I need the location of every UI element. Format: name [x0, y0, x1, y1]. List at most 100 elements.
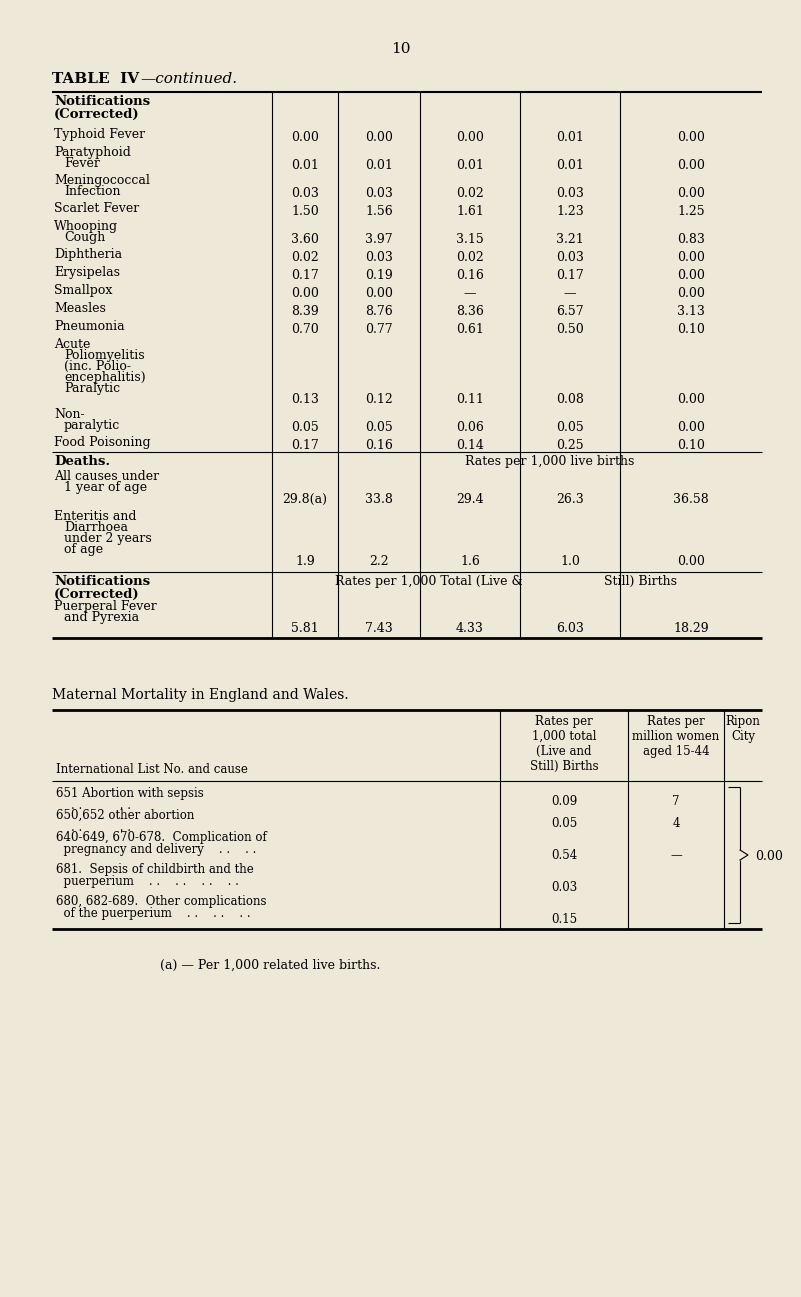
- Text: 1.56: 1.56: [365, 205, 392, 218]
- Text: Pneumonia: Pneumonia: [54, 320, 125, 333]
- Text: 0.10: 0.10: [677, 323, 705, 336]
- Text: Typhoid Fever: Typhoid Fever: [54, 128, 145, 141]
- Text: 36.58: 36.58: [673, 493, 709, 506]
- Text: 0.50: 0.50: [556, 323, 584, 336]
- Text: 0.10: 0.10: [677, 438, 705, 451]
- Text: . .          . .: . . . .: [56, 821, 131, 834]
- Text: Rates per
million women
aged 15-44: Rates per million women aged 15-44: [632, 715, 719, 757]
- Text: 0.03: 0.03: [556, 252, 584, 265]
- Text: Poliomyelitis: Poliomyelitis: [64, 349, 145, 362]
- Text: (Corrected): (Corrected): [54, 108, 139, 121]
- Text: 0.00: 0.00: [365, 131, 393, 144]
- Text: 29.8(a): 29.8(a): [283, 493, 328, 506]
- Text: 4.33: 4.33: [456, 623, 484, 636]
- Text: Meningococcal: Meningococcal: [54, 174, 150, 187]
- Text: 0.16: 0.16: [365, 438, 393, 451]
- Text: 0.14: 0.14: [456, 438, 484, 451]
- Text: 0.02: 0.02: [456, 187, 484, 200]
- Text: . .          . .: . . . .: [56, 799, 131, 812]
- Text: Acute: Acute: [54, 339, 91, 351]
- Text: 680, 682-689.  Other complications: 680, 682-689. Other complications: [56, 895, 267, 908]
- Text: of the puerperium    . .    . .    . .: of the puerperium . . . . . .: [56, 907, 251, 920]
- Text: Food Poisoning: Food Poisoning: [54, 436, 151, 449]
- Text: 0.54: 0.54: [551, 850, 578, 863]
- Text: 0.05: 0.05: [291, 422, 319, 434]
- Text: Fever: Fever: [64, 157, 100, 170]
- Text: 0.61: 0.61: [456, 323, 484, 336]
- Text: 4: 4: [672, 817, 680, 830]
- Text: 1.61: 1.61: [456, 205, 484, 218]
- Text: Paratyphoid: Paratyphoid: [54, 147, 131, 160]
- Text: 0.01: 0.01: [291, 160, 319, 173]
- Text: 0.00: 0.00: [677, 252, 705, 265]
- Text: puerperium    . .    . .    . .    . .: puerperium . . . . . . . .: [56, 875, 239, 888]
- Text: Enteritis and: Enteritis and: [54, 510, 136, 523]
- Text: 0.17: 0.17: [291, 438, 319, 451]
- Text: Erysipelas: Erysipelas: [54, 266, 120, 279]
- Text: 0.00: 0.00: [677, 287, 705, 300]
- Text: —: —: [564, 287, 576, 300]
- Text: —continued.: —continued.: [140, 73, 237, 86]
- Text: 640-649, 670-678.  Complication of: 640-649, 670-678. Complication of: [56, 831, 267, 844]
- Text: 0.01: 0.01: [365, 160, 393, 173]
- Text: 1.6: 1.6: [460, 555, 480, 568]
- Text: Paralytic: Paralytic: [64, 383, 120, 396]
- Text: Notifications: Notifications: [54, 575, 150, 588]
- Text: 2.2: 2.2: [369, 555, 388, 568]
- Text: 0.01: 0.01: [556, 160, 584, 173]
- Text: 3.13: 3.13: [677, 305, 705, 318]
- Text: 10: 10: [391, 42, 411, 56]
- Text: 7: 7: [672, 795, 680, 808]
- Text: 0.02: 0.02: [456, 252, 484, 265]
- Text: Non-: Non-: [54, 409, 85, 422]
- Text: encephalitis): encephalitis): [64, 371, 146, 384]
- Text: 0.00: 0.00: [677, 393, 705, 406]
- Text: Scarlet Fever: Scarlet Fever: [54, 202, 139, 215]
- Text: Measles: Measles: [54, 302, 106, 315]
- Text: 0.03: 0.03: [291, 187, 319, 200]
- Text: 0.19: 0.19: [365, 268, 392, 281]
- Text: 0.00: 0.00: [677, 187, 705, 200]
- Text: 0.13: 0.13: [291, 393, 319, 406]
- Text: Maternal Mortality in England and Wales.: Maternal Mortality in England and Wales.: [52, 687, 348, 702]
- Text: 0.06: 0.06: [456, 422, 484, 434]
- Text: Rates per
1,000 total
(Live and
Still) Births: Rates per 1,000 total (Live and Still) B…: [529, 715, 598, 773]
- Text: 3.15: 3.15: [456, 233, 484, 246]
- Text: 0.00: 0.00: [677, 131, 705, 144]
- Text: 0.12: 0.12: [365, 393, 392, 406]
- Text: 1.50: 1.50: [291, 205, 319, 218]
- Text: 0.00: 0.00: [677, 422, 705, 434]
- Text: (inc. Polio-: (inc. Polio-: [64, 361, 131, 374]
- Text: 1.23: 1.23: [556, 205, 584, 218]
- Text: 681.  Sepsis of childbirth and the: 681. Sepsis of childbirth and the: [56, 863, 254, 875]
- Text: 0.00: 0.00: [677, 555, 705, 568]
- Text: 0.00: 0.00: [755, 850, 783, 863]
- Text: Deaths.: Deaths.: [54, 455, 110, 468]
- Text: under 2 years: under 2 years: [64, 532, 151, 545]
- Text: Notifications: Notifications: [54, 95, 150, 108]
- Text: Smallpox: Smallpox: [54, 284, 112, 297]
- Text: 0.15: 0.15: [551, 913, 577, 926]
- Text: 29.4: 29.4: [457, 493, 484, 506]
- Text: 1.9: 1.9: [295, 555, 315, 568]
- Text: Diphtheria: Diphtheria: [54, 248, 122, 261]
- Text: 0.00: 0.00: [456, 131, 484, 144]
- Text: 26.3: 26.3: [556, 493, 584, 506]
- Text: 0.00: 0.00: [677, 160, 705, 173]
- Text: 0.17: 0.17: [291, 268, 319, 281]
- Text: 0.00: 0.00: [291, 131, 319, 144]
- Text: 1 year of age: 1 year of age: [64, 481, 147, 494]
- Text: 0.00: 0.00: [291, 287, 319, 300]
- Text: 650,652 other abortion: 650,652 other abortion: [56, 809, 195, 822]
- Text: Rates per 1,⁠000 live births: Rates per 1,⁠000 live births: [465, 455, 634, 468]
- Text: 0.00: 0.00: [365, 287, 393, 300]
- Text: Cough: Cough: [64, 231, 105, 244]
- Text: 0.05: 0.05: [556, 422, 584, 434]
- Text: TABLE  IV: TABLE IV: [52, 73, 139, 86]
- Text: Diarrhoea: Diarrhoea: [64, 521, 128, 534]
- Text: 0.16: 0.16: [456, 268, 484, 281]
- Text: of age: of age: [64, 543, 103, 556]
- Text: (Corrected): (Corrected): [54, 588, 139, 601]
- Text: Puerperal Fever: Puerperal Fever: [54, 601, 157, 613]
- Text: 0.17: 0.17: [556, 268, 584, 281]
